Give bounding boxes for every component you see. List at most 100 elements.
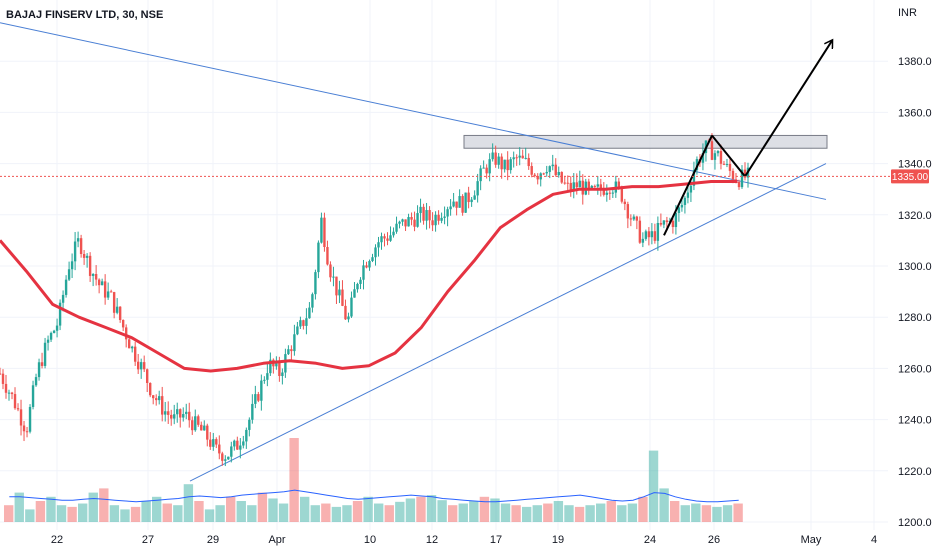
volume-bar [300,496,310,522]
candle-body [533,174,536,176]
y-tick-label: 1240.00 [898,415,932,427]
candle-body [662,220,666,225]
x-tick-label: 10 [364,534,376,546]
x-tick-label: 12 [426,534,438,546]
candle-body [359,279,362,284]
candle-body [97,279,101,286]
candle-body [446,209,449,217]
candle-body [419,206,422,214]
volume-bar [437,500,447,522]
candle-body [194,416,197,431]
candle-body [611,192,615,194]
candle-body [218,444,221,454]
candle-body [49,332,53,340]
candle-body [569,182,572,191]
volume-bar [543,503,553,522]
candle-body [362,265,365,280]
candle-body [188,411,191,421]
candle-body [94,274,98,280]
candle-body [344,305,347,320]
candle-body [287,349,290,355]
candle-body [455,201,458,208]
candle-body [112,292,116,313]
y-tick-label: 1260.00 [898,363,932,375]
candle-body [719,151,723,164]
x-tick-label: 19 [552,534,564,546]
candle-body [353,289,356,298]
candle-body [82,254,86,258]
candle-body [88,255,92,276]
candle-body [302,320,305,326]
candle-body [536,175,539,180]
candle-body [461,196,464,213]
candle-body [329,264,332,278]
volume-bar [395,501,405,522]
candle-body [179,409,182,418]
candle-body [64,279,68,295]
y-tick-label: 1280.00 [898,312,932,324]
candle-body [230,446,233,457]
candle-body [293,334,296,352]
candle-body [314,272,317,295]
volume-bar [141,501,151,522]
candle-body [518,155,521,158]
candle-body [530,166,533,175]
candle-body [653,231,657,241]
candle-body [227,456,230,460]
candle-body [236,440,239,450]
candle-body [338,289,341,296]
candle-body [109,291,113,293]
candle-body [458,196,461,208]
candle-body [596,184,599,187]
candle-body [560,171,563,183]
volume-bar [606,501,616,522]
volume-bar [120,509,130,522]
candle-body [497,156,500,165]
x-tick-label: 17 [490,534,502,546]
candle-body [680,204,684,208]
candle-body [428,210,431,221]
candle-body [713,153,717,160]
candle-body [377,242,380,248]
candle-body [389,235,392,241]
volume-bar [78,503,88,522]
volume-bar [680,505,690,522]
candle-body [479,168,482,182]
y-tick-label: 1360.00 [898,107,932,119]
candle-body [152,395,155,399]
candle-body [656,223,660,241]
volume-bar [352,501,363,522]
candle-body [40,362,44,366]
candles-layer [0,133,750,467]
candle-body [55,325,59,331]
volume-bar [722,505,733,522]
candle-body [4,383,8,393]
candle-body [224,459,227,461]
candle-body [61,294,65,303]
volume-bar [99,488,109,522]
y-tick-label: 1380.00 [898,56,932,68]
volume-bar [648,450,659,522]
resistance-zone-layer [463,134,828,149]
candle-body [356,283,359,290]
candle-body [425,210,428,221]
candle-body [701,153,705,163]
volume-bar [564,505,574,522]
axis-layer: 1200.00 1220.00 1240.00 1260.00 1280.00 1300.… [0,56,932,546]
volume-bar [532,505,542,522]
volume-bar [374,503,384,522]
candle-body [278,362,281,377]
x-tick-label: 24 [644,534,656,546]
candle-body [692,170,696,186]
candle-body [58,302,62,326]
candle-body [341,289,344,306]
candle-body [212,439,215,447]
candle-body [737,181,741,188]
volume-bar [67,506,77,522]
volume-bar [342,505,352,522]
candle-body [506,159,509,171]
candle-body [383,236,386,239]
candle-body [299,320,302,327]
candle-body [245,429,248,442]
